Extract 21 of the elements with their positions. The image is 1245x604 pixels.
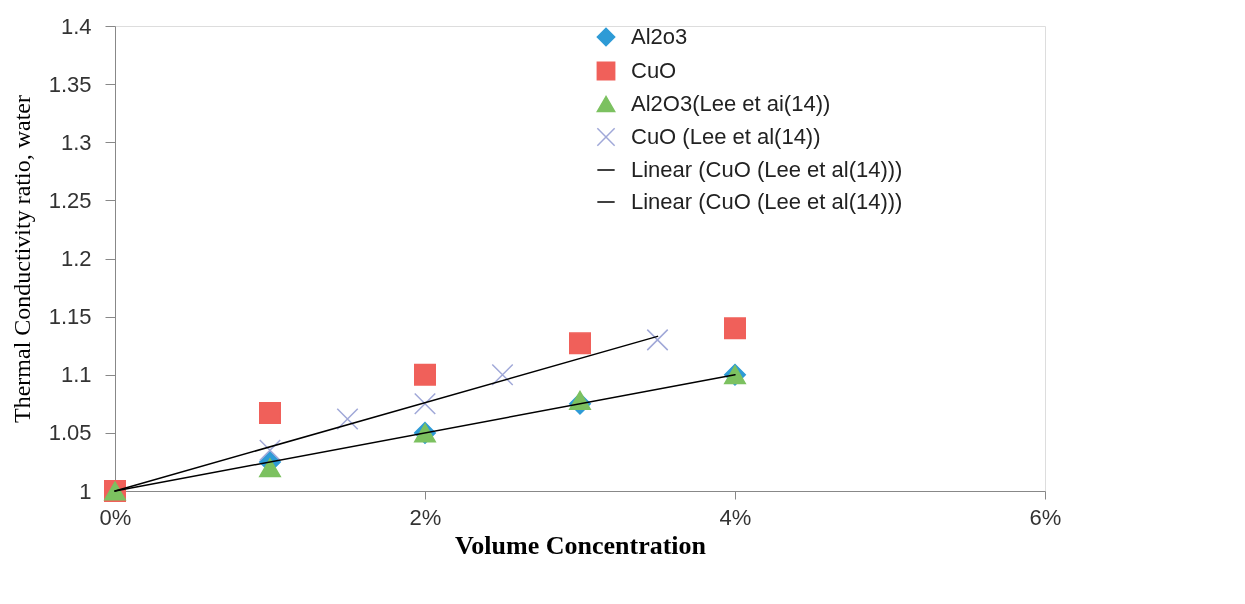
x-tick-label: 0% (99, 504, 132, 530)
y-tick-label: 1.1 (60, 362, 92, 388)
y-axis-title: Thermal Conductivity ratio, water (8, 95, 35, 423)
x-tick-label: 6% (1029, 504, 1062, 530)
y-tick-label: 1.05 (48, 420, 92, 446)
legend-label: Linear (CuO (Lee et al(14))) (631, 157, 903, 182)
legend-label: CuO (631, 58, 677, 83)
y-tick-label: 1.3 (60, 129, 92, 155)
legend-label: Linear (CuO (Lee et al(14))) (631, 189, 903, 214)
legend-label: Al2O3(Lee et ai(14)) (631, 91, 831, 116)
y-tick-label: 1 (79, 478, 92, 504)
y-tick-label: 1.15 (48, 304, 92, 330)
y-tick-label: 1.4 (60, 13, 92, 39)
y-tick-label: 1.35 (48, 71, 92, 97)
y-tick-label: 1.25 (48, 187, 92, 213)
y-tick-label: 1.2 (60, 246, 92, 271)
x-tick-label: 2% (409, 504, 442, 530)
legend-label: CuO (Lee et al(14)) (631, 124, 821, 149)
x-tick-label: 4% (719, 504, 752, 530)
legend-label: Al2o3 (631, 24, 688, 49)
x-axis-title: Volume Concentration (454, 530, 707, 560)
